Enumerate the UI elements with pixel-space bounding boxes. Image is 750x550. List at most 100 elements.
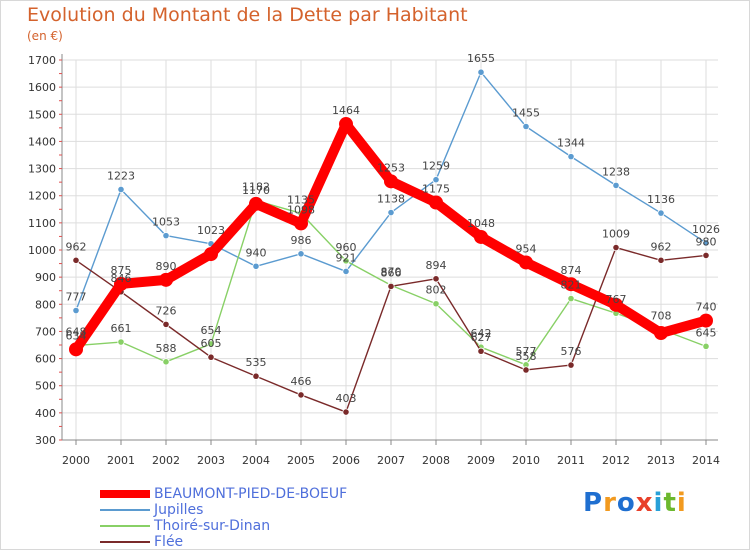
data-label: 890: [156, 260, 177, 273]
legend-label: Thoiré-sur-Dinan: [154, 518, 271, 534]
data-point: [474, 229, 488, 244]
data-label: 894: [426, 259, 447, 272]
x-tick-label: 2012: [602, 454, 630, 467]
data-point: [477, 68, 485, 76]
line-chart: 300 400 500 600 700 800 900 1000 1100 1200 1300 140…: [28, 52, 721, 467]
y-tick-label: 1100: [28, 217, 56, 230]
data-label: 875: [111, 264, 132, 277]
x-tick-label: 2003: [197, 454, 225, 467]
legend-item-3: Flée: [100, 534, 420, 550]
y-tick-label: 1300: [28, 163, 56, 176]
data-label: 627: [471, 331, 492, 344]
data-label: 403: [336, 392, 357, 405]
data-label: 740: [696, 301, 717, 314]
data-label: 1223: [107, 169, 135, 182]
data-point: [249, 196, 263, 211]
data-label: 921: [336, 251, 357, 264]
data-point: [252, 262, 260, 270]
x-tick-label: 2007: [377, 454, 405, 467]
data-point: [432, 275, 440, 283]
data-label: 866: [381, 266, 402, 279]
series-lines: [69, 68, 713, 416]
logo-letter: i: [676, 488, 687, 518]
data-label: 940: [246, 246, 267, 259]
data-label: 535: [246, 356, 267, 369]
y-tick-label: 300: [35, 434, 56, 447]
legend-label: Flée: [154, 534, 184, 550]
legend-swatch: [100, 509, 150, 511]
logo-letter: o: [616, 488, 636, 518]
x-tick-label: 2006: [332, 454, 360, 467]
data-point: [162, 358, 170, 366]
data-point: [567, 153, 575, 161]
logo-letter: t: [663, 488, 677, 518]
data-point: [207, 340, 215, 348]
grid: [62, 59, 718, 441]
y-tick-label: 400: [35, 407, 56, 420]
data-point: [162, 232, 170, 240]
data-point: [567, 294, 575, 303]
y-tick-label: 1600: [28, 81, 56, 94]
data-point: [387, 282, 395, 290]
x-tick-label: 2004: [242, 454, 270, 467]
data-point: [657, 256, 665, 264]
data-label: 1098: [287, 203, 315, 216]
data-label: 645: [696, 326, 717, 339]
data-point: [387, 208, 395, 217]
x-tick-label: 2001: [107, 454, 135, 467]
legend-swatch: [100, 525, 150, 527]
data-label: 846: [111, 272, 132, 285]
axes: 300 400 500 600 700 800 900 1000 1100 1200 1300 140…: [28, 54, 720, 467]
data-label: 642: [471, 327, 492, 340]
data-label: 874: [561, 264, 582, 277]
data-label: 654: [201, 324, 222, 337]
data-point: [612, 181, 620, 189]
data-label: 1135: [287, 193, 315, 206]
data-point: [159, 272, 173, 287]
data-point: [702, 251, 710, 260]
data-label: 661: [111, 322, 132, 335]
logo-letter: i: [653, 488, 664, 518]
data-label: 1023: [197, 224, 225, 237]
data-point: [429, 195, 443, 210]
data-label: 634: [66, 329, 87, 342]
data-label: 605: [201, 337, 222, 350]
data-label: 1655: [467, 52, 495, 65]
data-point: [72, 306, 80, 315]
data-label: 576: [561, 345, 582, 358]
y-tick-label: 1000: [28, 244, 56, 257]
data-point: [162, 320, 170, 328]
data-label: 1455: [512, 107, 540, 120]
legend-label: Jupilles: [154, 502, 204, 518]
data-label: 767: [606, 293, 627, 306]
data-label: 1048: [467, 217, 495, 230]
data-label: 1136: [647, 193, 675, 206]
data-label: 1009: [602, 228, 630, 241]
data-point: [654, 326, 668, 341]
data-point: [657, 209, 665, 217]
x-tick-label: 2014: [692, 454, 720, 467]
data-label: 1182: [242, 181, 270, 194]
data-label: 986: [291, 234, 312, 247]
data-point: [204, 247, 218, 262]
data-point: [72, 256, 80, 264]
x-tick-label: 2000: [62, 454, 90, 467]
data-labels: 634 875 890 1170 1098 1464 1253 1175 1048 954 874 7…: [66, 52, 721, 405]
data-label: 558: [516, 350, 537, 363]
logo-letter: r: [603, 488, 617, 518]
data-point: [612, 243, 620, 252]
data-label: 1253: [377, 161, 405, 174]
data-label: 1026: [692, 223, 720, 236]
y-tick-label: 600: [35, 353, 56, 366]
data-label: 1464: [332, 104, 360, 117]
data-label: 1259: [422, 160, 450, 173]
y-tick-label: 900: [35, 271, 56, 284]
data-point: [297, 250, 305, 258]
data-point: [609, 297, 623, 312]
x-tick-label: 2011: [557, 454, 585, 467]
data-label: 960: [336, 241, 357, 254]
data-point: [522, 366, 530, 374]
legend-item-2: Thoiré-sur-Dinan: [100, 518, 420, 534]
data-label: 962: [651, 240, 672, 253]
x-tick-label: 2005: [287, 454, 315, 467]
